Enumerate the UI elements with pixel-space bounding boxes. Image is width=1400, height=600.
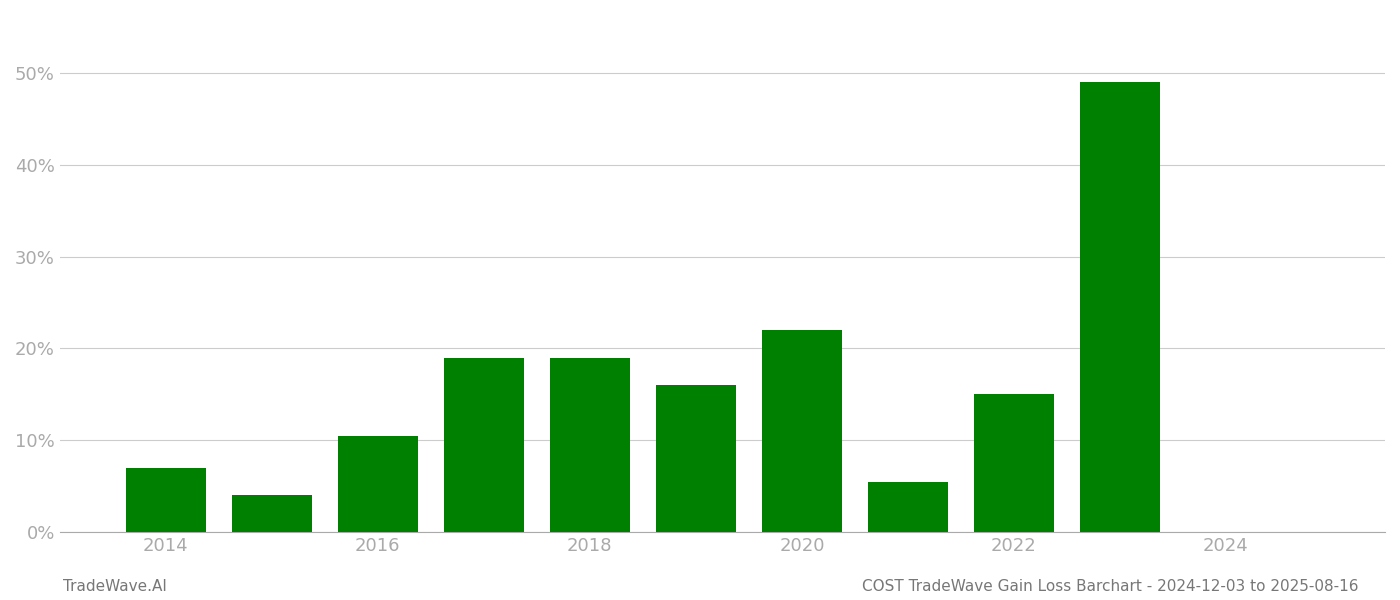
Bar [1081,82,1159,532]
Bar [232,496,312,532]
Bar [126,468,206,532]
Bar [974,394,1054,532]
Bar [550,358,630,532]
Bar [762,330,841,532]
Bar [657,385,735,532]
Text: COST TradeWave Gain Loss Barchart - 2024-12-03 to 2025-08-16: COST TradeWave Gain Loss Barchart - 2024… [861,579,1358,594]
Bar [337,436,417,532]
Text: TradeWave.AI: TradeWave.AI [63,579,167,594]
Bar [444,358,524,532]
Bar [868,482,948,532]
